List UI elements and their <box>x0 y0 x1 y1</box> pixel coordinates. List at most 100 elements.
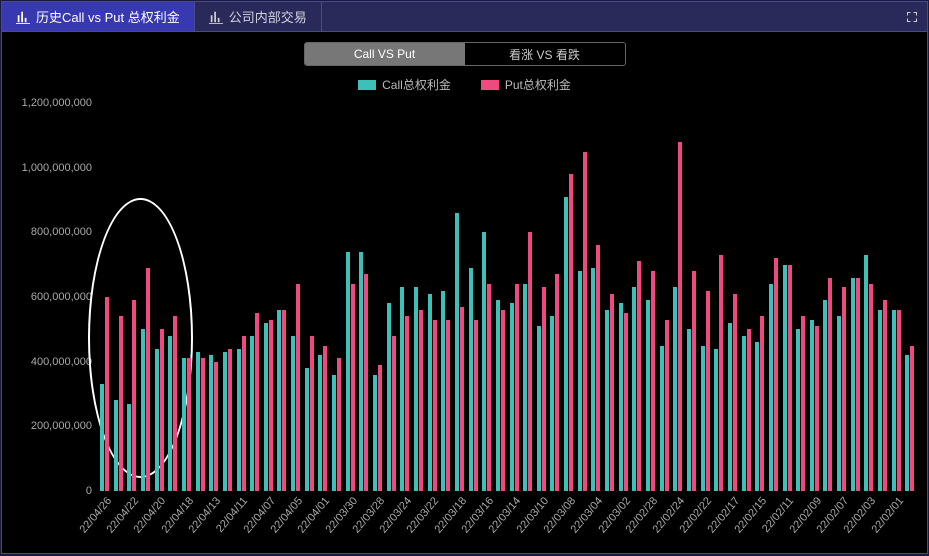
bar-put <box>555 274 559 491</box>
bar-group <box>564 103 573 491</box>
bar-call <box>455 213 459 491</box>
bar-call <box>742 336 746 491</box>
bar-group <box>482 103 491 491</box>
bar-group <box>701 103 710 491</box>
bar-group <box>755 103 764 491</box>
bar-group <box>537 103 546 491</box>
bar-call <box>578 271 582 491</box>
bar-call <box>332 375 336 491</box>
bar-put <box>624 313 628 491</box>
bar-group <box>510 103 519 491</box>
bar-put <box>869 284 873 491</box>
bar-put <box>637 261 641 491</box>
bar-group <box>155 103 164 491</box>
bar-put <box>105 297 109 491</box>
bar-call <box>537 326 541 491</box>
bar-call <box>714 349 718 491</box>
bar-call <box>441 291 445 491</box>
legend-item-call[interactable]: Call总权利金 <box>358 76 451 93</box>
bar-call <box>346 252 350 491</box>
bar-group <box>605 103 614 491</box>
bar-call <box>196 352 200 491</box>
tab-insider-trading[interactable]: 公司内部交易 <box>195 2 322 31</box>
bar-group <box>168 103 177 491</box>
bar-call <box>482 232 486 491</box>
bar-call <box>291 336 295 491</box>
bar-put <box>569 174 573 491</box>
bar-put <box>760 316 764 491</box>
bar-put <box>801 316 805 491</box>
bar-put <box>665 320 669 491</box>
bar-group <box>277 103 286 491</box>
bar-group <box>237 103 246 491</box>
bar-put <box>897 310 901 491</box>
legend-item-put[interactable]: Put总权利金 <box>481 76 571 93</box>
bar-put <box>692 271 696 491</box>
bar-call <box>510 303 514 491</box>
bar-call <box>100 384 104 491</box>
bar-put <box>187 358 191 491</box>
bar-call <box>851 278 855 491</box>
x-axis: 22/04/2622/04/2222/04/2022/04/1822/04/13… <box>98 491 917 551</box>
bar-put <box>651 271 655 491</box>
bar-group <box>851 103 860 491</box>
bar-call <box>837 316 841 491</box>
bar-group <box>414 103 423 491</box>
bar-call <box>864 255 868 491</box>
bar-call <box>373 375 377 491</box>
bar-put <box>351 284 355 491</box>
bar-chart-icon <box>16 10 30 24</box>
bar-chart-icon <box>209 10 223 24</box>
legend-swatch <box>358 80 376 90</box>
bar-call <box>141 329 145 491</box>
toggle-row: Call VS Put 看涨 VS 看跌 <box>2 42 927 66</box>
bar-group <box>196 103 205 491</box>
bar-group <box>550 103 559 491</box>
bar-put <box>392 336 396 491</box>
chart-panel: 历史Call vs Put 总权利金 公司内部交易 Call VS Put 看涨… <box>1 1 928 554</box>
bar-group <box>837 103 846 491</box>
bar-group <box>769 103 778 491</box>
toggle-bull-bear[interactable]: 看涨 VS 看跌 <box>465 43 625 65</box>
bar-call <box>523 284 527 491</box>
bar-put <box>815 326 819 491</box>
bar-put <box>747 329 751 491</box>
bar-group <box>496 103 505 491</box>
bar-put <box>378 365 382 491</box>
toggle-call-put[interactable]: Call VS Put <box>305 43 465 65</box>
bar-put <box>528 232 532 491</box>
bar-group <box>305 103 314 491</box>
bar-put <box>706 291 710 491</box>
bar-group <box>182 103 191 491</box>
tab-history-call-put[interactable]: 历史Call vs Put 总权利金 <box>2 2 195 31</box>
bar-group <box>864 103 873 491</box>
bar-group <box>823 103 832 491</box>
bar-group <box>714 103 723 491</box>
tab-label: 历史Call vs Put 总权利金 <box>36 7 180 26</box>
bar-group <box>359 103 368 491</box>
bar-put <box>405 316 409 491</box>
bar-call <box>619 303 623 491</box>
bar-put <box>542 287 546 491</box>
bar-group <box>441 103 450 491</box>
expand-button[interactable] <box>901 6 923 28</box>
bar-group <box>428 103 437 491</box>
bar-call <box>632 287 636 491</box>
bar-call <box>755 342 759 491</box>
bar-put <box>828 278 832 491</box>
bar-call <box>400 287 404 491</box>
bar-put <box>173 316 177 491</box>
bar-call <box>646 300 650 491</box>
bar-call <box>237 349 241 491</box>
bar-group <box>687 103 696 491</box>
bar-call <box>496 300 500 491</box>
legend-label: Call总权利金 <box>382 76 451 93</box>
bar-call <box>660 346 664 492</box>
bar-put <box>255 313 259 491</box>
bar-group <box>660 103 669 491</box>
bar-call <box>250 336 254 491</box>
bar-put <box>419 310 423 491</box>
legend-swatch <box>481 80 499 90</box>
bar-group <box>332 103 341 491</box>
bar-call <box>414 287 418 491</box>
